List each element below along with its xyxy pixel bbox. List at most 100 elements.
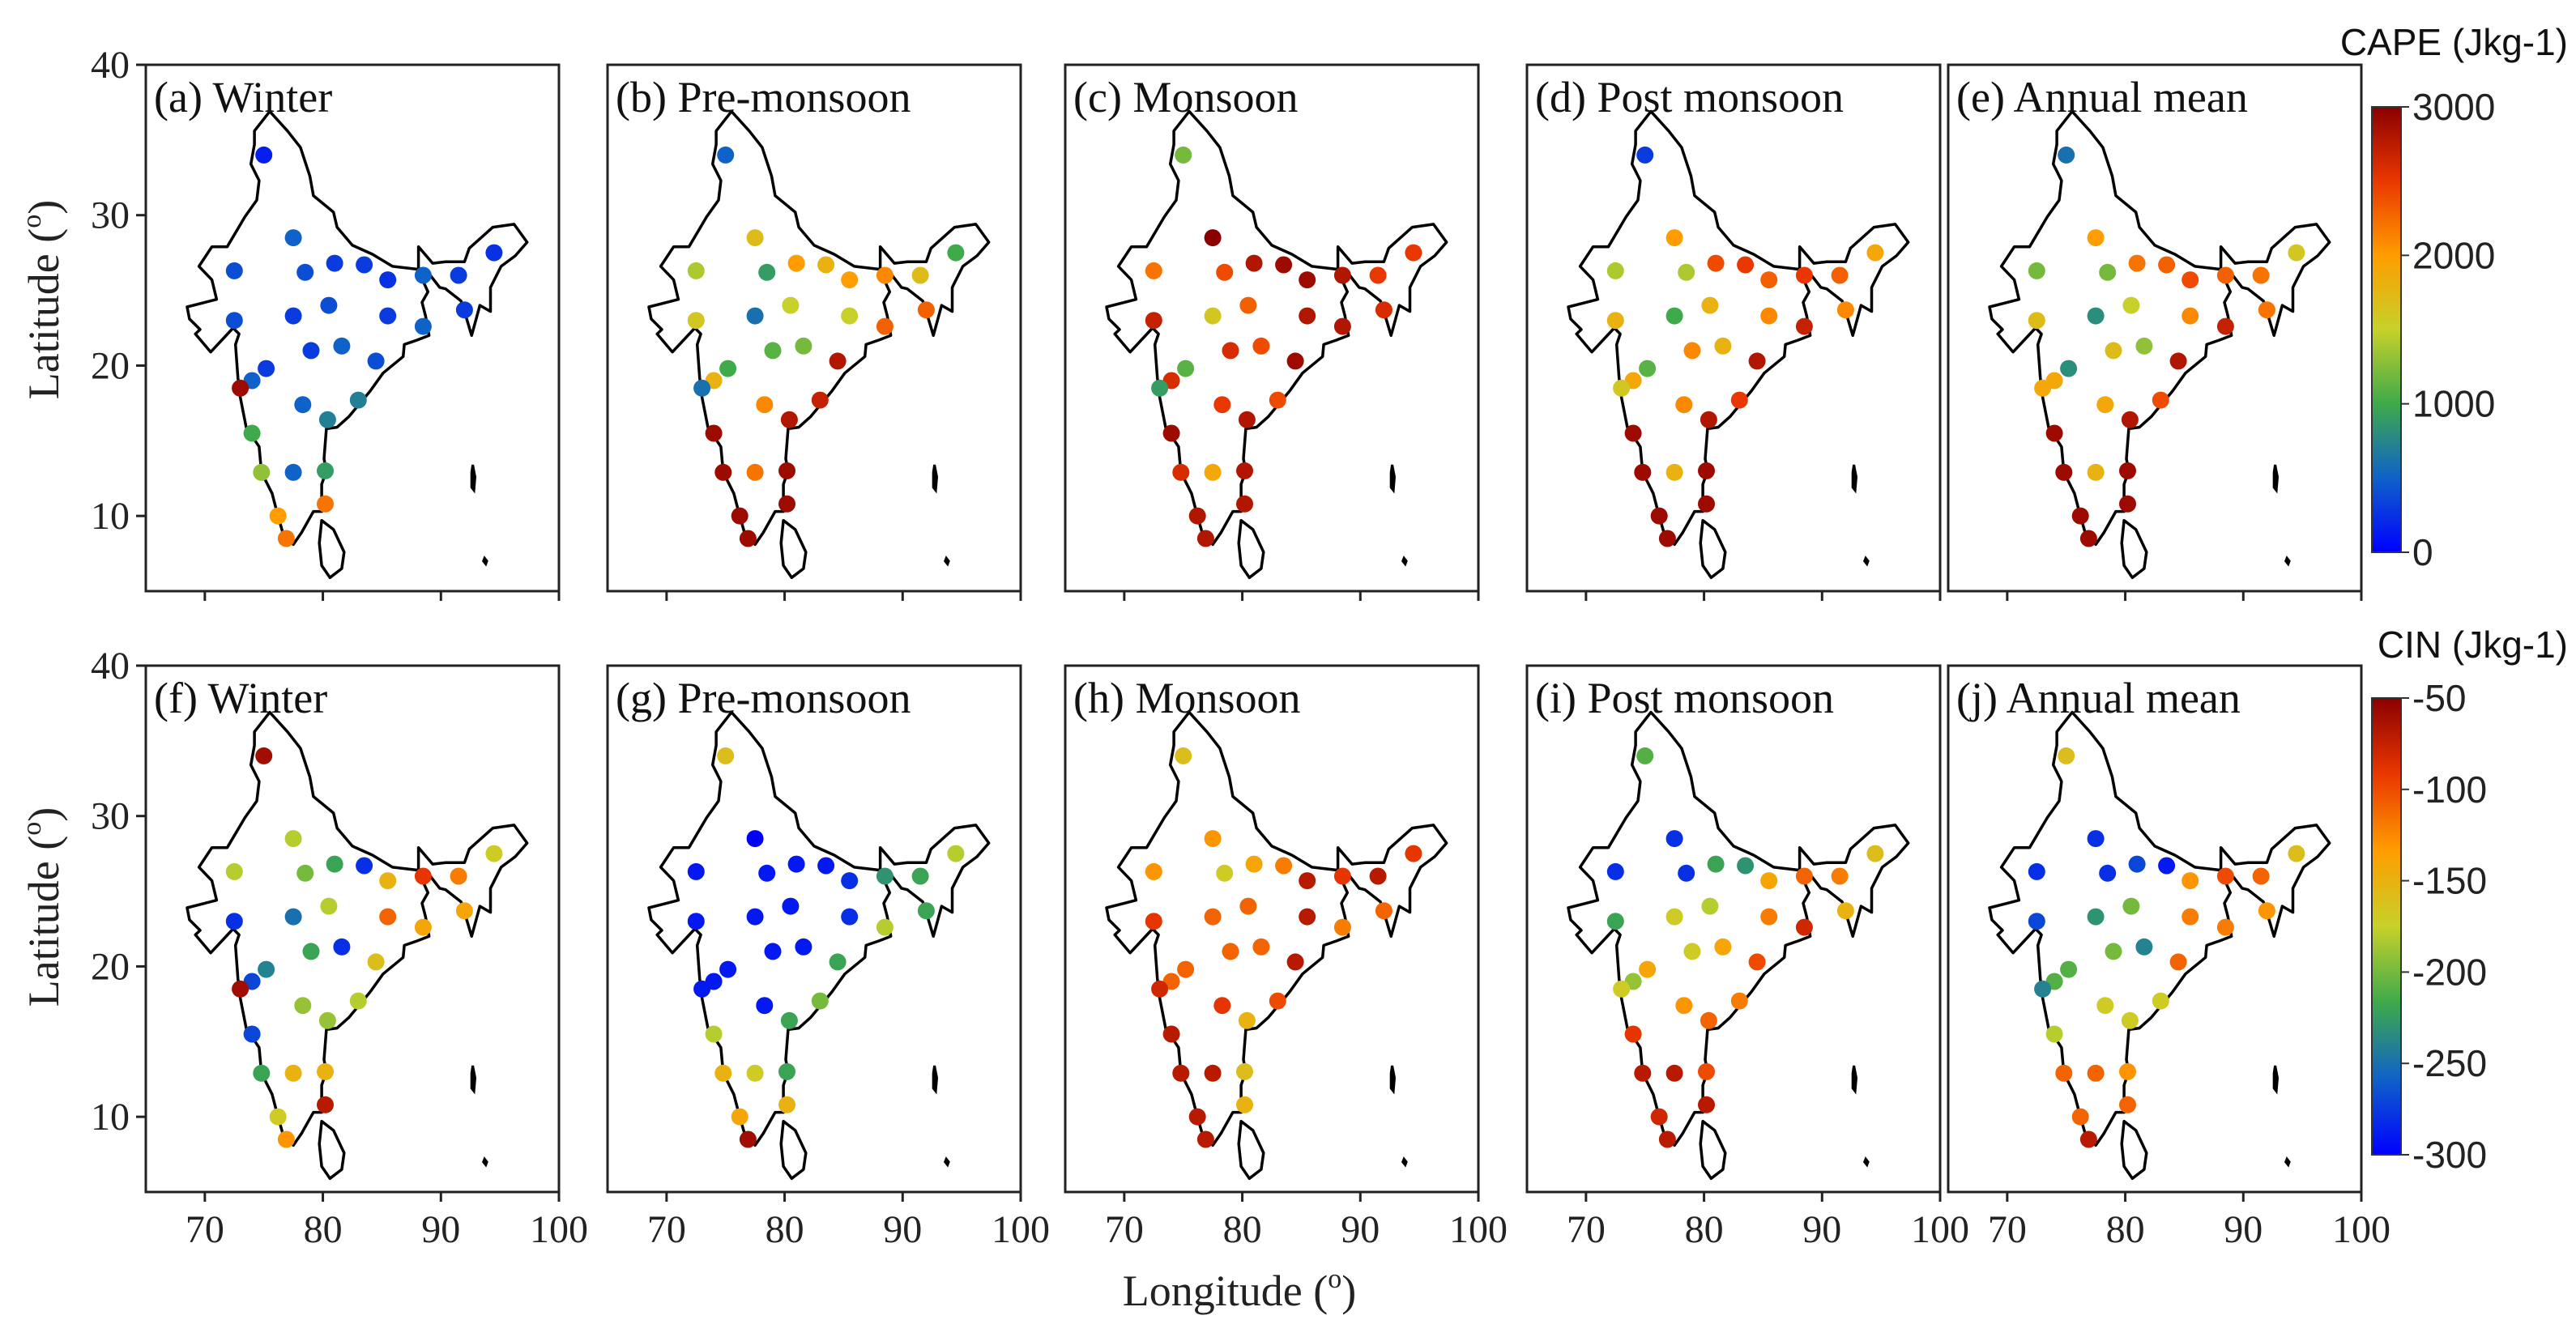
- station-point: [780, 1011, 798, 1029]
- x-axis-label: Longitude (o): [1123, 1264, 1356, 1315]
- station-point: [1650, 1108, 1668, 1126]
- station-point: [1613, 980, 1631, 998]
- sri-lanka-outline: [1699, 518, 1727, 580]
- x-tick-label: 80: [304, 1208, 343, 1251]
- station-point: [2028, 312, 2045, 330]
- station-point: [320, 296, 338, 314]
- station-point: [841, 271, 859, 289]
- x-tick-label: 80: [1223, 1208, 1262, 1251]
- station-point: [1639, 960, 1657, 978]
- station-point: [1707, 855, 1725, 873]
- x-tick-label: 90: [2224, 1208, 2263, 1251]
- station-point: [243, 1025, 261, 1043]
- station-point: [787, 254, 805, 272]
- y-axis-label-top: Latitude (o): [17, 200, 68, 399]
- station-point: [746, 1064, 764, 1082]
- panel-frame: [144, 63, 561, 593]
- station-point: [1299, 271, 1316, 289]
- station-point: [455, 301, 473, 319]
- station-point: [1222, 943, 1239, 960]
- station-point: [1188, 507, 1206, 525]
- station-point: [947, 845, 965, 862]
- station-point: [756, 997, 774, 1015]
- station-point: [876, 918, 893, 936]
- panel-frame: [606, 664, 1022, 1194]
- station-point: [1714, 337, 1732, 355]
- x-tick-label: 100: [1449, 1208, 1508, 1251]
- y-axis-label-top-text: Latitude (: [19, 228, 68, 399]
- station-point: [294, 997, 312, 1015]
- panel-title: (e) Annual mean: [1956, 73, 2248, 121]
- x-tick-label: 100: [992, 1208, 1050, 1251]
- station-point: [778, 1062, 795, 1080]
- x-tick-label: 90: [883, 1208, 922, 1251]
- station-point: [317, 1062, 334, 1080]
- station-point: [778, 462, 795, 479]
- station-point: [232, 379, 249, 397]
- station-point: [258, 360, 275, 377]
- station-point: [719, 960, 737, 978]
- station-point: [333, 337, 351, 355]
- station-point: [269, 1108, 287, 1126]
- panel-g: (g) Pre-monsoon: [606, 664, 1022, 1194]
- panel-frame: [1947, 63, 2363, 593]
- station-point: [1286, 953, 1304, 971]
- station-point: [2288, 845, 2305, 862]
- x-tick-label: 70: [186, 1208, 224, 1251]
- station-point: [1369, 867, 1387, 885]
- andaman-islands: [470, 464, 477, 494]
- station-point: [1683, 342, 1701, 360]
- station-point: [1636, 747, 1654, 764]
- station-point: [780, 411, 798, 428]
- station-point: [1748, 352, 1766, 370]
- nicobar-islands: [2284, 1156, 2291, 1168]
- station-point: [379, 908, 397, 926]
- station-point: [687, 262, 705, 279]
- station-point: [255, 747, 273, 764]
- station-point: [1748, 953, 1766, 971]
- station-point: [1683, 943, 1701, 960]
- station-point: [2060, 360, 2078, 377]
- station-point: [1737, 256, 1755, 274]
- station-point: [349, 391, 367, 409]
- y-axis-label-bottom-sup: o: [17, 822, 47, 836]
- nicobar-islands: [1401, 556, 1408, 567]
- station-point: [302, 943, 320, 960]
- station-point: [2169, 953, 2187, 971]
- station-point: [2079, 530, 2097, 547]
- station-point: [284, 830, 302, 848]
- sri-lanka-outline: [2120, 518, 2148, 580]
- station-point: [277, 1130, 295, 1148]
- station-point: [253, 1064, 271, 1082]
- station-point: [764, 943, 782, 960]
- station-point: [2135, 337, 2153, 355]
- station-point: [2128, 855, 2146, 873]
- andaman-islands: [932, 1065, 939, 1095]
- station-point: [333, 938, 351, 956]
- station-point: [1299, 872, 1316, 890]
- x-tick-label: 100: [2332, 1208, 2390, 1251]
- station-point: [2216, 867, 2234, 885]
- station-point: [1698, 462, 1715, 479]
- station-point: [2034, 379, 2052, 397]
- station-point: [455, 902, 473, 920]
- station-point: [778, 1096, 795, 1113]
- colorbar-tick-label: 0: [2412, 531, 2433, 573]
- station-point: [2087, 307, 2105, 325]
- station-point: [2071, 1108, 2089, 1126]
- station-point: [1675, 396, 1693, 414]
- station-point: [1175, 146, 1192, 164]
- station-point: [2252, 867, 2270, 885]
- station-point: [2181, 908, 2199, 926]
- station-point: [2087, 908, 2105, 926]
- y-tick-label: 20: [91, 945, 130, 988]
- panel-frame: [144, 664, 561, 1194]
- station-point: [1698, 495, 1715, 513]
- panel-title: (j) Annual mean: [1956, 674, 2241, 722]
- station-point: [326, 254, 343, 272]
- station-point: [2216, 317, 2234, 335]
- station-point: [1188, 1108, 1206, 1126]
- station-point: [1634, 463, 1652, 481]
- india-outline: [647, 109, 991, 547]
- station-point: [876, 266, 893, 284]
